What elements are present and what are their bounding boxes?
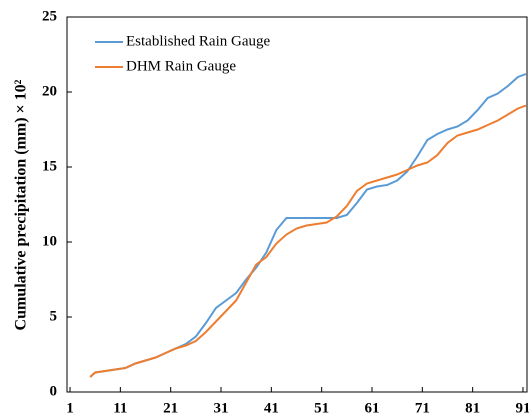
y-tick-label: 0 <box>50 383 58 399</box>
x-tick-label: 21 <box>163 400 178 416</box>
series-line <box>89 104 527 378</box>
x-tick-label: 41 <box>264 400 279 416</box>
y-tick-label: 25 <box>42 8 57 24</box>
x-tick-label: 81 <box>465 400 480 416</box>
y-tick-label: 10 <box>42 233 57 249</box>
y-tick-label: 5 <box>50 308 58 324</box>
x-tick-label: 11 <box>113 400 127 416</box>
y-tick-label: 20 <box>42 83 57 99</box>
x-tick-label: 61 <box>364 400 379 416</box>
x-tick-label: 71 <box>415 400 430 416</box>
plot-frame <box>66 16 528 393</box>
y-axis-title: Cumulative precipitation (mm) × 10² <box>13 79 30 330</box>
x-tick-label: 31 <box>214 400 229 416</box>
legend-label: DHM Rain Gauge <box>126 58 236 74</box>
y-tick-label: 15 <box>42 158 57 174</box>
x-tick-label: 51 <box>314 400 329 416</box>
x-tick-label: 1 <box>66 400 74 416</box>
legend-label: Established Rain Gauge <box>126 33 270 49</box>
x-tick-label: 91 <box>515 400 529 416</box>
